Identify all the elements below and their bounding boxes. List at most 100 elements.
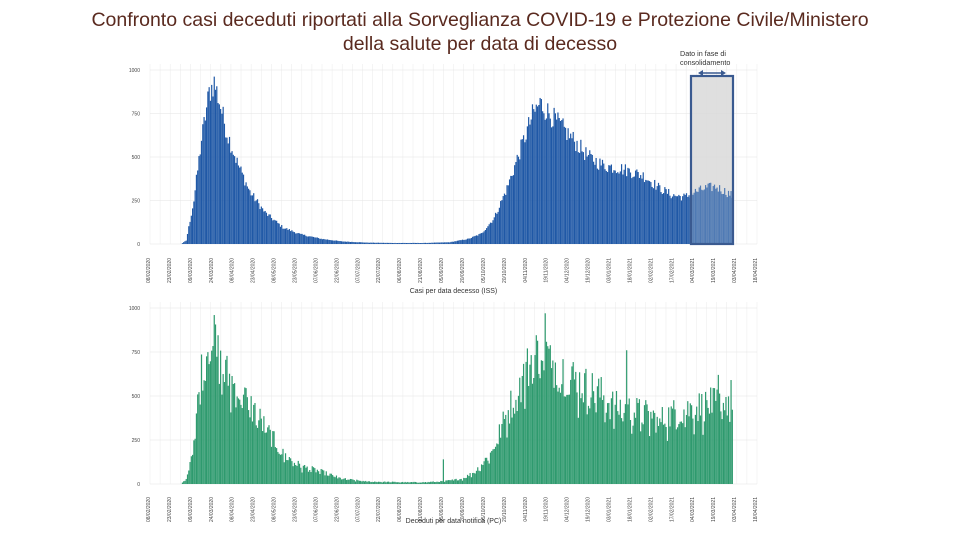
bar bbox=[552, 126, 554, 244]
bar bbox=[449, 242, 451, 244]
bar bbox=[231, 151, 233, 244]
bar bbox=[384, 242, 386, 244]
bar bbox=[291, 230, 293, 244]
bar bbox=[334, 240, 336, 244]
bar bbox=[212, 96, 214, 245]
bar bbox=[305, 235, 307, 244]
bar bbox=[492, 449, 494, 484]
bar bbox=[435, 482, 437, 484]
bar bbox=[596, 168, 599, 244]
bar bbox=[248, 188, 250, 244]
bar bbox=[376, 482, 378, 484]
x-tick-label: 09/03/2020 bbox=[188, 497, 194, 522]
bar bbox=[603, 163, 605, 244]
y-tick-label: 250 bbox=[132, 438, 141, 444]
bar bbox=[353, 242, 355, 244]
bar bbox=[522, 363, 525, 484]
bar bbox=[622, 174, 624, 244]
bar bbox=[195, 413, 198, 484]
bar bbox=[582, 402, 585, 484]
bar bbox=[654, 412, 656, 484]
bar bbox=[421, 242, 423, 244]
bar bbox=[582, 152, 585, 244]
bar bbox=[393, 481, 395, 484]
bar bbox=[721, 194, 723, 244]
bar bbox=[539, 97, 541, 244]
bar bbox=[324, 239, 326, 244]
bar bbox=[489, 222, 492, 244]
bar bbox=[492, 220, 494, 244]
bar bbox=[474, 473, 476, 484]
bar bbox=[468, 238, 470, 244]
bar bbox=[654, 179, 656, 244]
bar bbox=[713, 388, 716, 484]
bar bbox=[362, 480, 364, 484]
bar bbox=[181, 243, 184, 244]
bar bbox=[349, 478, 352, 484]
bar bbox=[382, 242, 385, 244]
bar bbox=[561, 384, 563, 484]
bar bbox=[427, 242, 429, 244]
bar bbox=[707, 407, 709, 484]
bar bbox=[385, 482, 387, 484]
bar bbox=[354, 242, 357, 244]
bar bbox=[664, 187, 666, 244]
bar bbox=[319, 473, 321, 484]
bar bbox=[554, 362, 556, 484]
bar bbox=[407, 481, 409, 484]
bar bbox=[701, 393, 703, 484]
bar bbox=[253, 193, 255, 244]
bar bbox=[268, 425, 270, 484]
bar bbox=[522, 135, 525, 244]
bar bbox=[488, 463, 490, 484]
bar bbox=[703, 189, 705, 244]
bar bbox=[440, 480, 442, 484]
bar bbox=[366, 242, 368, 244]
bar bbox=[430, 242, 432, 244]
y-tick-label: 500 bbox=[132, 155, 141, 161]
bar bbox=[473, 472, 475, 484]
bar bbox=[646, 180, 648, 244]
bar bbox=[423, 242, 425, 244]
bar bbox=[673, 194, 675, 244]
bar bbox=[199, 404, 201, 484]
bar bbox=[718, 185, 721, 244]
bar bbox=[633, 412, 635, 484]
bar bbox=[637, 172, 639, 244]
y-tick-label: 750 bbox=[132, 112, 141, 118]
bar bbox=[590, 154, 592, 244]
bar bbox=[273, 431, 275, 484]
bar bbox=[692, 194, 694, 244]
bar bbox=[557, 112, 559, 244]
bar bbox=[432, 242, 434, 244]
bar bbox=[580, 139, 582, 244]
bar bbox=[586, 414, 588, 484]
x-tick-label: 03/04/2021 bbox=[732, 258, 738, 283]
bar bbox=[730, 191, 732, 244]
bar bbox=[290, 458, 292, 484]
bar bbox=[676, 427, 679, 484]
bar bbox=[371, 242, 373, 244]
bar bbox=[496, 213, 498, 244]
bar bbox=[352, 479, 354, 484]
bar bbox=[618, 173, 620, 244]
bar bbox=[612, 172, 614, 244]
bar bbox=[431, 481, 433, 484]
bar bbox=[692, 418, 694, 484]
bar bbox=[374, 481, 376, 484]
x-tick-label: 24/03/2020 bbox=[209, 497, 215, 522]
bar bbox=[465, 239, 467, 244]
bar bbox=[615, 173, 618, 244]
bar bbox=[505, 194, 507, 244]
bar bbox=[549, 345, 551, 484]
bar bbox=[687, 401, 689, 484]
bar bbox=[466, 474, 469, 484]
bar bbox=[699, 185, 702, 244]
bar bbox=[232, 154, 234, 244]
bar bbox=[622, 421, 624, 484]
bar bbox=[358, 480, 360, 484]
bar bbox=[263, 211, 265, 244]
bar bbox=[332, 475, 334, 484]
bar bbox=[310, 472, 312, 484]
bar bbox=[610, 398, 613, 484]
